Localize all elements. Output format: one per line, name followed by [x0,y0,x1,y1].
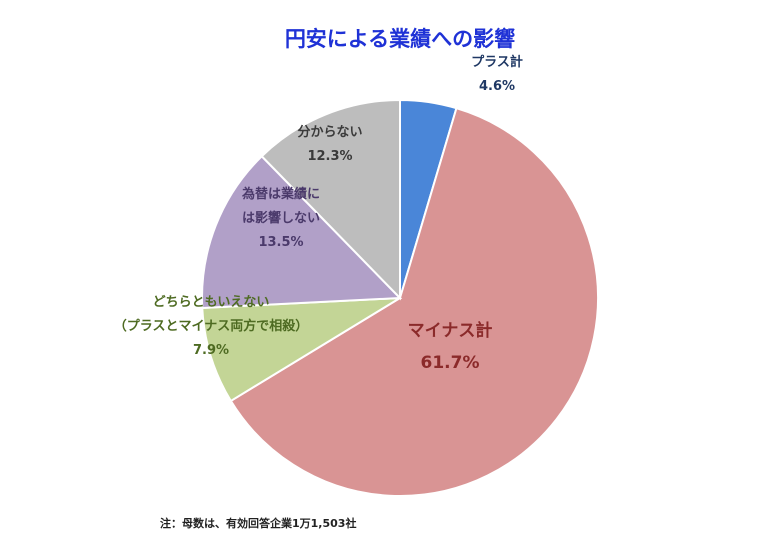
slice-value-label-5: 12.3% [307,149,352,164]
slice-value-label-2: 61.7% [421,353,480,373]
slice-category-label-2: マイナス計 [408,320,493,341]
slice-value-label-4: 13.5% [258,235,303,250]
slice-category-label-4: 為替は業績に [242,186,320,202]
slice-labels: プラス計 4.6% マイナス計 61.7% どちらともいえない （プラスとマイナス両方で相… [114,54,523,373]
slice-value-label-3: 7.9% [193,343,229,358]
slice-category-label-3: どちらともいえない [153,295,270,310]
slice-category-label-5: 分からない [297,124,362,140]
chart-title: 円安による業績への影響 [285,27,515,51]
pie-slice-5 [260,98,401,301]
pie-slices [201,98,599,497]
pie-slice-2 [229,106,599,497]
slice-value-label-1: 4.6% [479,79,515,94]
slice-category-label-3: （プラスとマイナス両方で相殺） [114,318,308,334]
slice-category-label-4: は影響しない [242,210,320,226]
pie-slice-4 [201,154,403,309]
slice-category-label-1: プラス計 [471,54,523,70]
pie-slice-3 [201,297,401,403]
footnote: 注：母数は、有効回答企業1万1,503社 [160,516,356,530]
